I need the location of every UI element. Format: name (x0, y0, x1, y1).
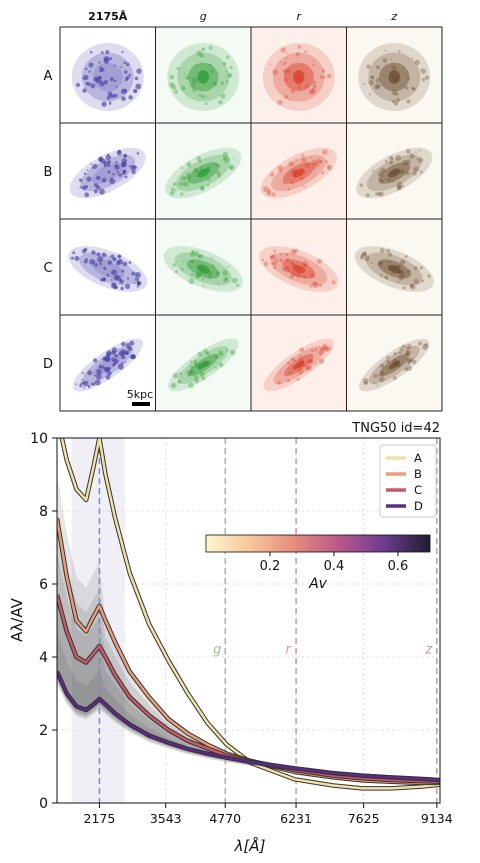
column-label: r (296, 10, 302, 23)
galaxy-panel (250, 218, 347, 316)
galaxy-panel (250, 314, 347, 412)
series-line-A (60, 438, 440, 790)
galaxy-panel (155, 26, 252, 124)
row-label: D (43, 357, 53, 372)
galaxy-panel (346, 218, 443, 316)
band-label-g: g (213, 642, 221, 657)
galaxy-panel (59, 314, 156, 412)
x-axis-label: λ[Å] (234, 836, 266, 855)
y-tick-label: 8 (39, 504, 48, 520)
x-tick-label: 3543 (150, 811, 182, 826)
x-tick-label: 4770 (209, 811, 241, 826)
galaxy-panel (59, 26, 156, 124)
galaxy-panel (155, 218, 252, 316)
y-tick-label: 6 (39, 577, 48, 593)
galaxy-panel (250, 26, 347, 124)
sample-envelope (57, 474, 440, 783)
legend-label: D (414, 499, 423, 513)
galaxy-image-grid: 2175Å g r z A B C D 5kpc (43, 10, 443, 412)
y-tick-label: 10 (30, 431, 48, 447)
galaxy-panel (155, 314, 252, 412)
galaxy-panel (59, 122, 156, 220)
galaxy-panel (250, 122, 347, 220)
row-label: B (44, 165, 53, 180)
x-tick-label: 6231 (280, 811, 312, 826)
column-label: g (200, 10, 207, 23)
band-label-r: r (285, 642, 292, 657)
scalebar-label: 5kpc (127, 388, 153, 401)
x-tick-label: 7625 (348, 811, 380, 826)
column-label: 2175Å (88, 10, 128, 23)
legend-label: B (414, 467, 422, 481)
galaxy-panel (155, 122, 252, 220)
galaxy-panel (346, 314, 443, 412)
x-tick-label: 9134 (421, 811, 453, 826)
row-label: A (44, 69, 53, 84)
column-label: z (390, 10, 397, 23)
colorbar: 0.2 0.4 0.6 Av (205, 534, 431, 592)
series-line-C (57, 594, 440, 784)
row-label: C (43, 261, 52, 276)
bump-region (71, 438, 125, 803)
colorbar-gradient (205, 534, 431, 553)
galaxy-panel (59, 218, 156, 316)
y-tick-label: 2 (39, 723, 48, 739)
galaxy-panel (346, 122, 443, 220)
colorbar-label: Av (308, 576, 328, 592)
chart-title: TNG50 id=42 (351, 421, 440, 436)
legend-label: C (414, 483, 422, 497)
y-axis-label: Aλ/AV (8, 597, 26, 641)
plot-frame (56, 437, 441, 804)
attenuation-curve-chart: TNG50 id=42 g r z 2175 3543 4770 6231 7625 9134 0… (8, 421, 453, 855)
colorbar-tick-label: 0.2 (260, 559, 281, 574)
galaxy-panel (346, 26, 443, 124)
x-tick-label: 2175 (84, 811, 116, 826)
y-tick-label: 4 (39, 650, 48, 666)
band-label-z: z (424, 642, 433, 657)
series-line-D (57, 671, 440, 782)
y-tick-label: 0 (39, 796, 48, 812)
colorbar-tick-label: 0.6 (388, 559, 409, 574)
scalebar (132, 402, 150, 406)
colorbar-tick-label: 0.4 (324, 559, 345, 574)
legend-label: A (414, 451, 422, 465)
